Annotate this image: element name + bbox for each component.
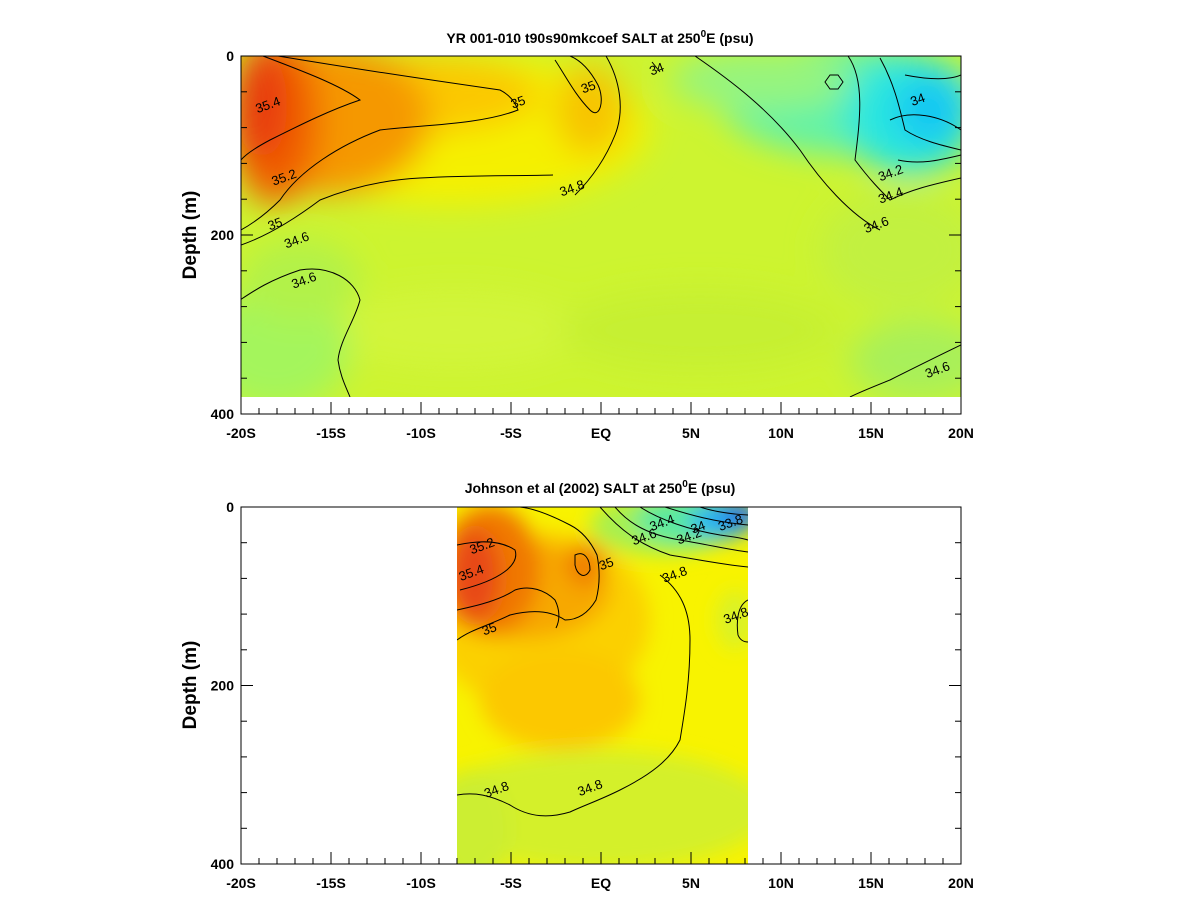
panel-top-x-tick-label: 10N [768, 425, 794, 441]
contour-label: 35 [266, 214, 285, 233]
panel-bottom-heatmap [457, 507, 748, 864]
panel-top-x-tick-labels: -20S -15S -10S -5S EQ 5N 10N 15N 20N [226, 425, 974, 441]
panel-top-x-tick-label: -5S [500, 425, 522, 441]
contour-label: 35 [579, 77, 598, 96]
contour-label: 35 [480, 619, 499, 638]
contour-label: 34 [689, 518, 708, 537]
panel-bottom-y-tick-labels: 0 200 400 [211, 499, 235, 872]
panel-top-title: YR 001-010 t90s90mkcoef SALT at 2500E (p… [446, 29, 753, 46]
panel-bottom-title: Johnson et al (2002) SALT at 2500E (psu) [465, 479, 736, 496]
panel-bottom-y-tick-label: 200 [211, 678, 235, 694]
panel-bottom-x-tick-label: -5S [500, 875, 522, 891]
panel-bottom-contours [457, 507, 748, 817]
panel-top-x-tick-label: -20S [226, 425, 256, 441]
panel-bottom-x-tick-label: EQ [591, 875, 611, 891]
panel-bottom-x-tick-labels: -20S -15S -10S -5S EQ 5N 10N 15N 20N [226, 875, 974, 891]
panel-bottom-ticks [240, 506, 962, 865]
panel-top-x-tick-label: 5N [682, 425, 700, 441]
panel-top-ylabel: Depth (m) [180, 191, 201, 280]
panel-bottom-x-tick-label: -15S [316, 875, 346, 891]
panel-bottom-x-tick-label: 5N [682, 875, 700, 891]
contour-label: 34 [647, 59, 666, 78]
panel-top-x-tick-label: 15N [858, 425, 884, 441]
panel-top-heatmap [241, 56, 961, 397]
panel-bottom-ylabel: Depth (m) [180, 641, 201, 730]
panel-bottom-y-tick-label: 0 [226, 499, 234, 515]
panel-bottom-y-tick-label: 400 [211, 856, 235, 872]
panel-top-x-tick-label: EQ [591, 425, 611, 441]
contour-label: 35 [509, 93, 528, 112]
panel-top-ticks [240, 55, 962, 415]
panel-top-contours [241, 56, 961, 397]
panel-top-x-tick-label: 20N [948, 425, 974, 441]
panel-top-y-tick-labels: 0 200 400 [211, 48, 235, 422]
panel-bottom-x-tick-label: 10N [768, 875, 794, 891]
panel-bottom-x-tick-label: -20S [226, 875, 256, 891]
panel-top: YR 001-010 t90s90mkcoef SALT at 2500E (p… [180, 29, 974, 441]
panel-top-x-tick-label: -15S [316, 425, 346, 441]
panel-bottom-x-tick-label: 15N [858, 875, 884, 891]
contour-label: 35 [597, 554, 616, 573]
panel-bottom-x-tick-label: 20N [948, 875, 974, 891]
panel-top-x-tick-label: -10S [406, 425, 436, 441]
panel-top-y-tick-label: 200 [211, 227, 235, 243]
panel-bottom-x-tick-label: -10S [406, 875, 436, 891]
panel-bottom: Johnson et al (2002) SALT at 2500E (psu) [180, 479, 974, 891]
contour-label: 34 [908, 90, 927, 109]
panel-top-y-tick-label: 400 [211, 406, 235, 422]
panel-top-y-tick-label: 0 [226, 48, 234, 64]
